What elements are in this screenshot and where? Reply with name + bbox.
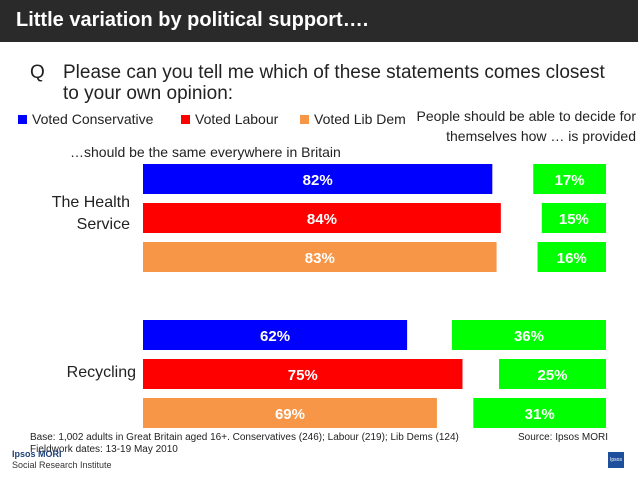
- bar-right-health-voted-labour: [541, 203, 606, 233]
- legend-swatch-libdem: [300, 115, 309, 124]
- base-note: Base: 1,002 adults in Great Britain aged…: [30, 432, 459, 455]
- logo-subtitle: Social Research Institute: [12, 460, 112, 470]
- ipsos-mark-icon: Ipsos: [608, 452, 624, 468]
- bar-left-recycling-voted-lib-dem: [143, 398, 437, 428]
- label-left-health-voted-labour: 84%: [307, 211, 337, 228]
- label-right-health-voted-conservative: 17%: [555, 172, 585, 189]
- left-statement-header: …should be the same everywhere in Britai…: [70, 144, 341, 160]
- bar-left-recycling-voted-conservative: [143, 320, 408, 350]
- legend-item-libdem: Voted Lib Dem: [300, 111, 406, 127]
- source-note: Source: Ipsos MORI: [517, 432, 608, 443]
- bar-right-health-voted-lib-dem: [537, 242, 606, 272]
- legend-label-labour: Voted Labour: [195, 111, 279, 127]
- legend-label-conservative: Voted Conservative: [32, 111, 154, 127]
- bar-right-recycling-voted-conservative: [451, 320, 606, 350]
- label-left-recycling-voted-labour: 75%: [288, 367, 318, 384]
- question-text: Please can you tell me which of these st…: [63, 62, 605, 104]
- title-bar: Little variation by political support….: [0, 0, 638, 42]
- label-left-health-voted-conservative: 82%: [303, 172, 333, 189]
- legend-item-labour: Voted Labour: [181, 111, 278, 127]
- bar-left-health-voted-labour: [143, 203, 501, 233]
- legend-swatch-labour: [181, 115, 190, 124]
- label-right-health-voted-labour: 15%: [559, 211, 589, 228]
- bar-right-health-voted-conservative: [533, 164, 606, 194]
- logo-brand: Ipsos MORI: [12, 449, 62, 459]
- legend-label-libdem: Voted Lib Dem: [314, 111, 406, 127]
- ipsos-logo: Ipsos MORI Social Research Institute: [12, 449, 112, 471]
- label-left-health-voted-lib-dem: 83%: [305, 250, 335, 267]
- right-statement-header: People should be able to decide for them…: [416, 108, 637, 144]
- legend-item-conservative: Voted Conservative: [18, 111, 153, 127]
- bar-right-recycling-voted-lib-dem: [473, 398, 606, 428]
- bar-left-recycling-voted-labour: [143, 359, 463, 389]
- slide-title: Little variation by political support….: [16, 9, 369, 31]
- label-right-recycling-voted-labour: 25%: [537, 367, 567, 384]
- legend-swatch-conservative: [18, 115, 27, 124]
- bar-left-health-voted-conservative: [143, 164, 493, 194]
- bar-left-health-voted-lib-dem: [143, 242, 497, 272]
- label-left-recycling-voted-lib-dem: 69%: [275, 406, 305, 423]
- question-label: Q: [30, 62, 45, 83]
- bar-right-recycling-voted-labour: [499, 359, 606, 389]
- label-right-recycling-voted-conservative: 36%: [514, 328, 544, 345]
- group-label-recycling: Recycling: [66, 364, 136, 381]
- label-left-recycling-voted-conservative: 62%: [260, 328, 290, 345]
- label-right-health-voted-lib-dem: 16%: [557, 250, 587, 267]
- label-right-recycling-voted-lib-dem: 31%: [525, 406, 555, 423]
- group-label-health: The Health Service: [51, 194, 130, 233]
